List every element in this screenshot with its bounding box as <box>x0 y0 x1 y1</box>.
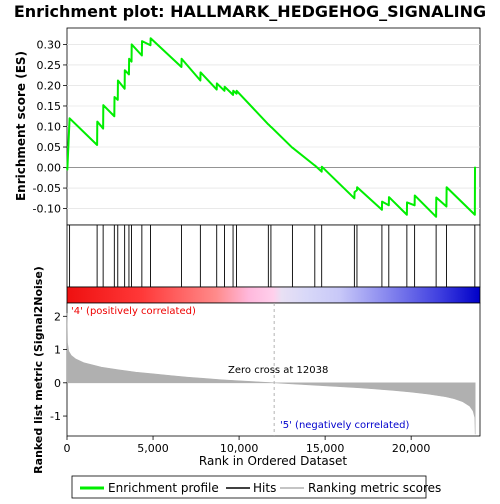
es-profile-line <box>66 37 477 218</box>
metric-area-group <box>66 303 476 436</box>
es-y-tick-label: 0.20 <box>37 79 62 92</box>
x-ticks: 0 5,000 10,000 15,000 20,000 <box>64 436 431 455</box>
x-tick-label: 20,000 <box>392 442 431 455</box>
metric-y-tick-label: 1 <box>54 344 61 357</box>
metric-y-ticks: -1 0 1 2 <box>50 310 67 423</box>
es-y-axis-label: Enrichment score (ES) <box>14 51 28 201</box>
metric-panel-frame <box>66 302 481 437</box>
metric-area <box>66 312 476 435</box>
hits-panel-frame <box>66 224 481 288</box>
es-y-tick-label: 0.10 <box>37 121 62 134</box>
legend: Enrichment profile Hits Ranking metric s… <box>71 475 441 499</box>
legend-label-hits: Hits <box>253 481 276 495</box>
metric-y-axis-label: Ranked list metric (Signal2Noise) <box>32 266 45 474</box>
x-tick-label: 15,000 <box>306 442 345 455</box>
hit-marks <box>69 225 476 287</box>
es-gridlines <box>67 44 480 209</box>
es-line-group <box>66 37 477 218</box>
es-y-tick-label: 0.05 <box>37 141 62 154</box>
negative-label: '5' (negatively correlated) <box>280 420 409 431</box>
x-tick-label: 5,000 <box>137 442 169 455</box>
metric-y-tick-label: -1 <box>50 410 61 423</box>
legend-frame <box>71 475 427 499</box>
es-y-tick-label: -0.05 <box>33 182 61 195</box>
x-tick-label: 0 <box>64 442 71 455</box>
zero-cross-label: Zero cross at 12038 <box>228 365 328 376</box>
chart-title: Enrichment plot: HALLMARK_HEDGEHOG_SIGNA… <box>14 2 486 21</box>
metric-y-tick-label: 2 <box>54 310 61 323</box>
es-y-tick-label: 0.30 <box>37 38 62 51</box>
legend-label-metric: Ranking metric scores <box>308 481 441 495</box>
es-y-tick-label: 0.25 <box>37 59 62 72</box>
x-tick-label: 10,000 <box>220 442 259 455</box>
es-y-tick-label: 0.00 <box>37 162 62 175</box>
positive-label: '4' (positively correlated) <box>71 306 196 317</box>
es-y-ticks: -0.10 -0.05 0.00 0.05 0.10 0.15 0.20 0.25 0.30 <box>33 38 67 216</box>
rank-colorbar <box>66 286 481 304</box>
legend-label-enrichment: Enrichment profile <box>108 481 219 495</box>
metric-y-tick-label: 0 <box>54 377 61 390</box>
es-y-tick-label: -0.10 <box>33 203 61 216</box>
x-axis-label: Rank in Ordered Dataset <box>199 454 347 468</box>
es-y-tick-label: 0.15 <box>37 100 62 113</box>
